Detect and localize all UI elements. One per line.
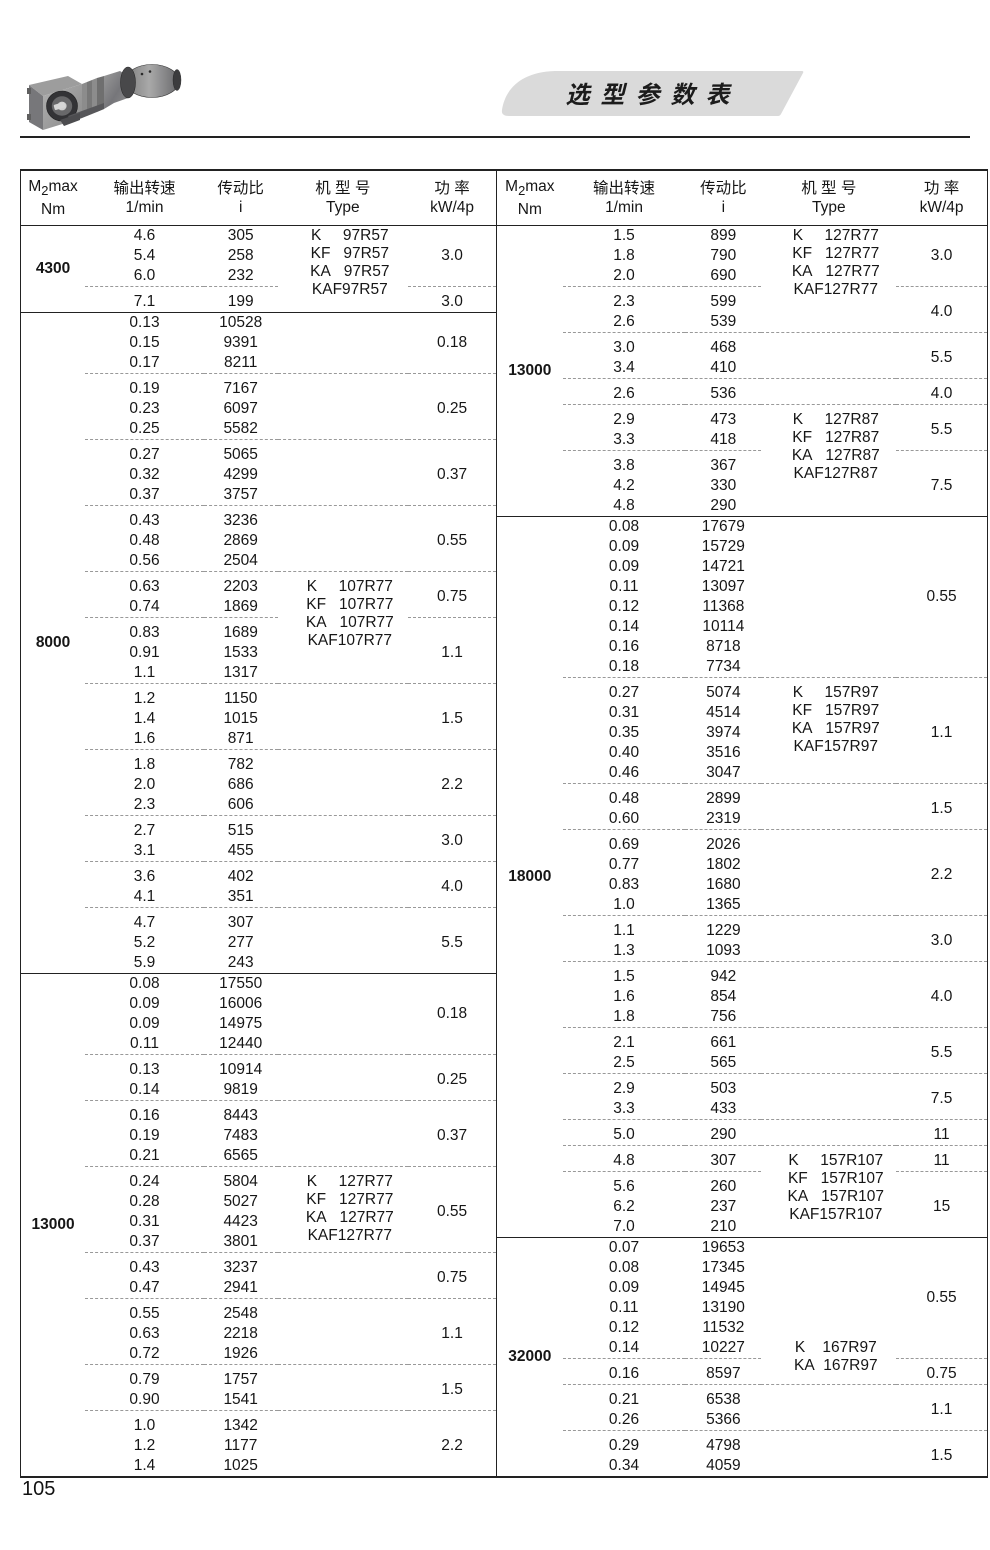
- svg-text:选型参数表: 选型参数表: [566, 75, 741, 110]
